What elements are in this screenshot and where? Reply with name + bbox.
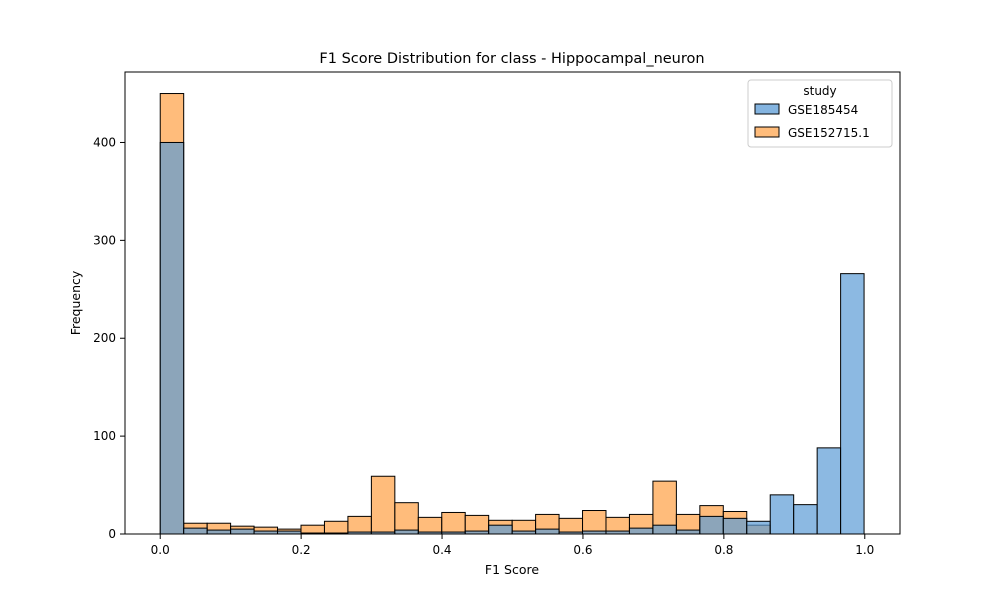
legend: study GSE185454 GSE152715.1 — [747, 79, 893, 148]
bar-gse152715-1-8 — [347, 515, 372, 535]
bar-gse185454-2 — [206, 529, 232, 535]
bar-gse152715-1-11 — [417, 516, 443, 535]
x-tick-label: 0.0 — [151, 543, 170, 557]
bar-gse185454-16 — [535, 528, 560, 535]
bar-gse152715-1-18 — [582, 510, 607, 535]
x-tick-label: 1.0 — [855, 543, 874, 557]
bar-gse185454-29 — [840, 273, 865, 535]
bar-gse185454-14 — [488, 524, 513, 535]
x-axis-label: F1 Score — [485, 562, 539, 577]
bar-gse185454-22 — [675, 529, 701, 535]
x-tick-label: 0.8 — [714, 543, 733, 557]
y-axis-label: Frequency — [68, 270, 83, 335]
bar-gse185454-21 — [652, 524, 677, 535]
y-tick-label: 200 — [93, 331, 116, 345]
bar-gse185454-25 — [746, 520, 771, 535]
legend-box — [747, 79, 893, 148]
bar-gse185454-26 — [769, 494, 795, 535]
legend-label-gse152715-1: GSE152715.1 — [788, 126, 870, 140]
bar-gse185454-24 — [722, 517, 748, 535]
legend-swatch-gse185454 — [754, 103, 780, 115]
bar-gse185454-1 — [183, 527, 208, 535]
y-tick-label: 400 — [93, 135, 116, 149]
bar-gse185454-10 — [394, 529, 419, 535]
chart-title: F1 Score Distribution for class - Hippoc… — [319, 51, 704, 67]
bar-gse185454-20 — [628, 527, 654, 535]
bar-gse185454-3 — [230, 528, 255, 535]
bar-gse185454-28 — [816, 447, 842, 535]
y-tick-label: 300 — [93, 233, 116, 247]
x-tick-label: 0.6 — [573, 543, 592, 557]
bar-gse152715-1-12 — [441, 511, 466, 535]
y-tick-label: 0 — [108, 527, 116, 541]
x-tick-label: 0.4 — [432, 543, 451, 557]
bar-gse152715-1-7 — [323, 520, 349, 535]
legend-title: study — [803, 84, 836, 98]
legend-swatch-gse152715-1 — [754, 126, 780, 138]
y-axis-ticks: 0 100 200 300 400 — [93, 135, 125, 541]
bar-gse185454-0 — [159, 141, 185, 535]
y-tick-label: 100 — [93, 429, 116, 443]
axes-frame — [124, 71, 901, 535]
x-tick-label: 0.2 — [292, 543, 311, 557]
bars-layer — [159, 93, 865, 535]
bar-gse152715-1-9 — [370, 475, 396, 535]
bar-gse185454-27 — [793, 504, 818, 535]
x-axis-ticks: 0.0 0.2 0.4 0.6 0.8 1.0 — [151, 534, 874, 557]
bar-gse185454-23 — [699, 515, 724, 535]
legend-label-gse185454: GSE185454 — [788, 103, 858, 117]
bar-gse152715-1-10 — [394, 502, 419, 535]
